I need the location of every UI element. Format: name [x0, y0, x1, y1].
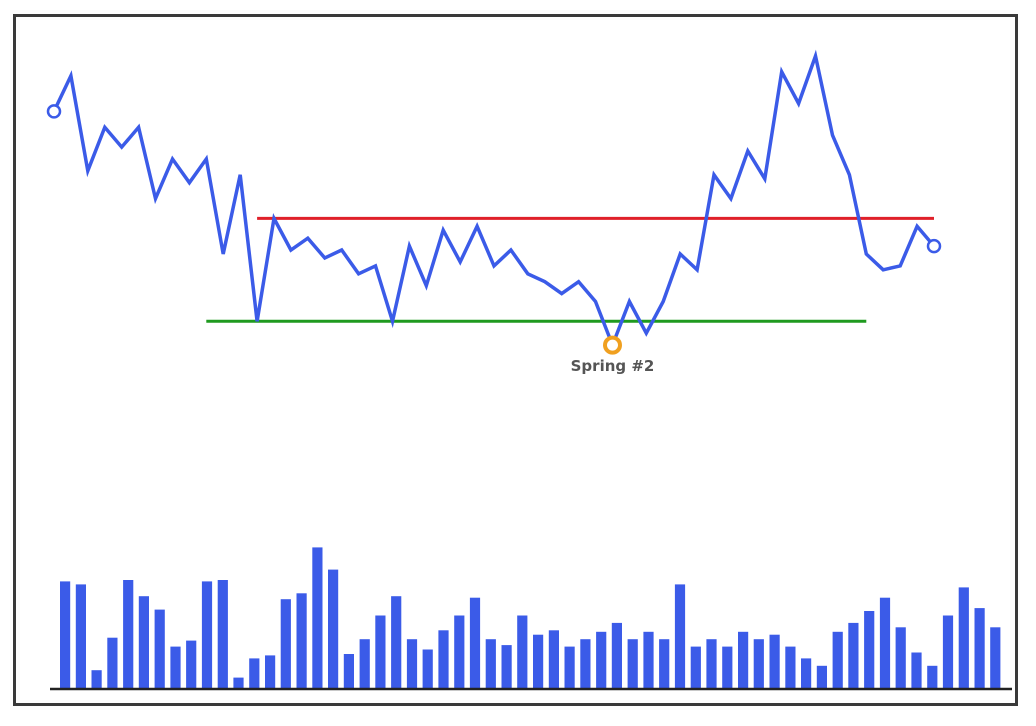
volume-bar	[438, 630, 449, 688]
volume-bar	[927, 665, 938, 688]
volume-bar	[942, 615, 954, 688]
start-point-marker	[46, 104, 62, 119]
volume-bar	[375, 615, 386, 688]
volume-bar	[296, 593, 307, 688]
volume-bar	[706, 639, 717, 688]
spring-label: Spring #2	[571, 357, 655, 375]
volume-bar	[517, 615, 528, 688]
volume-bar	[801, 658, 812, 688]
volume-bar	[454, 615, 465, 688]
volume-bar	[533, 634, 544, 688]
volume-bar	[643, 631, 654, 688]
volume-bar	[391, 596, 402, 688]
volume-bar	[848, 622, 859, 688]
volume-bar	[974, 608, 985, 688]
volume-bar	[958, 587, 969, 688]
volume-bar	[832, 631, 843, 688]
volume-bar	[580, 639, 591, 688]
volume-bar	[359, 639, 370, 688]
volume-bar	[738, 631, 749, 688]
spring-marker	[603, 335, 622, 355]
volume-bar	[911, 652, 922, 688]
volume-bar	[627, 639, 638, 688]
volume-bar	[753, 639, 764, 688]
volume-bar	[564, 646, 575, 688]
volume-bar	[265, 655, 276, 688]
volume-bar	[186, 640, 197, 688]
volume-bar	[769, 634, 780, 688]
volume-bar	[217, 580, 228, 688]
volume-bar	[107, 637, 118, 688]
volume-bar	[816, 665, 827, 688]
volume-bar	[406, 639, 418, 688]
volume-bar	[501, 645, 512, 688]
volume-bar	[343, 654, 354, 688]
volume-bar	[170, 646, 181, 688]
volume-bar	[422, 649, 433, 688]
volume-bar	[548, 630, 559, 688]
volume-bar	[485, 639, 496, 688]
volume-bar	[879, 597, 891, 688]
volume-bar	[280, 599, 291, 688]
volume-bar	[659, 639, 670, 688]
volume-bar	[328, 569, 339, 688]
volume-bar	[785, 646, 796, 688]
end-point-marker	[926, 238, 942, 254]
volume-bar	[312, 547, 323, 688]
chart-frame	[13, 14, 1018, 706]
volume-bar	[233, 677, 244, 688]
volume-bar	[201, 581, 213, 688]
volume-bar	[138, 596, 149, 688]
volume-bars	[60, 547, 1001, 688]
volume-bar	[154, 609, 165, 688]
volume-bar	[469, 597, 481, 688]
volume-bar	[596, 631, 607, 688]
volume-bar	[722, 646, 733, 688]
volume-bar	[60, 581, 71, 688]
volume-bar	[864, 611, 875, 688]
volume-bar	[990, 627, 1001, 688]
volume-bar	[91, 670, 102, 688]
volume-bar	[895, 627, 906, 688]
price-line	[52, 49, 936, 350]
volume-bar	[611, 622, 622, 688]
volume-bar	[690, 646, 701, 688]
volume-bar	[75, 584, 86, 688]
volume-bar	[674, 584, 686, 688]
volume-bar	[123, 580, 134, 688]
volume-bar	[249, 658, 260, 688]
